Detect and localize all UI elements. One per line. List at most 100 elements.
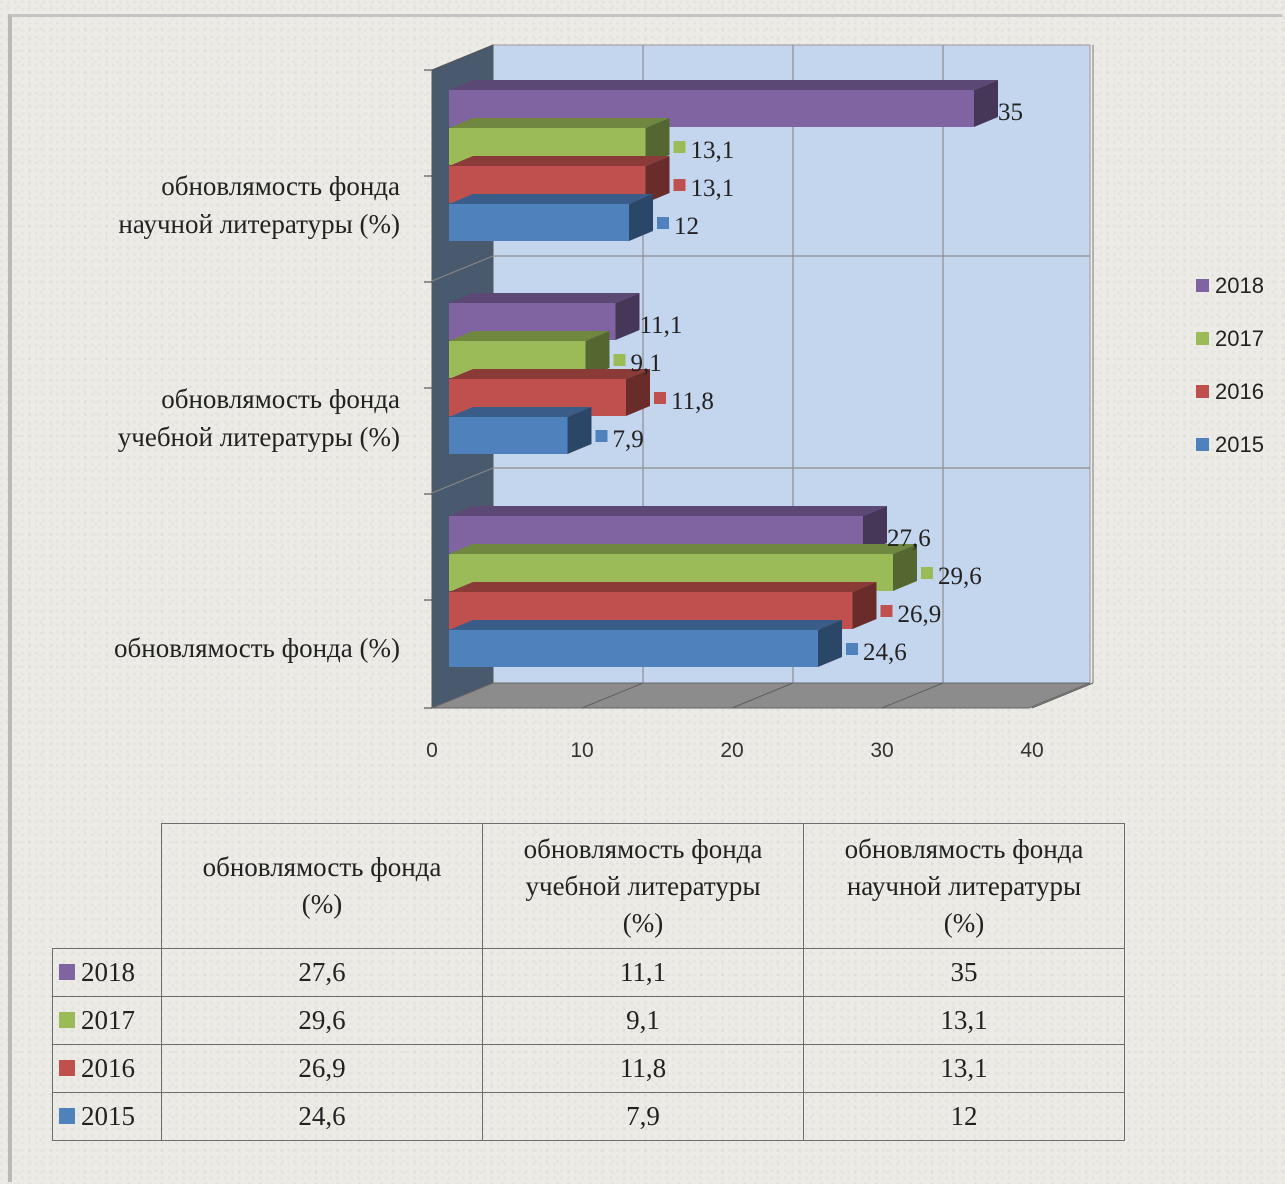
table-cell: 26,9 [161,1044,483,1093]
floor-grid-line [1031,682,1094,709]
data-label: 13,1 [691,137,735,164]
table-header-line: (%) [622,907,664,938]
legend-key-swatch [59,1059,75,1076]
data-label-key [613,354,626,366]
table-cell: 13,1 [803,1044,1125,1093]
x-tick-label: 30 [870,739,893,762]
legend-entry: 2018 [1215,273,1264,298]
bar-chart: 35 13,1 13,1 12 11,1 9,1 11,8 7,9 27,6 29,6 26,9 24… [114,44,1264,762]
data-label-key [673,141,686,153]
x-tick-label: 10 [570,739,593,762]
table-header-line: научной литературы [846,870,1082,901]
table-row: 2017 29,6 9,1 13,1 [52,996,1125,1045]
category-labels: обновлямость фонда научной литературы (%)… [114,171,400,663]
table-row-header: 2015 [52,1092,162,1141]
bar-end [629,194,653,241]
table-header-line: обновлямость фонда [844,833,1084,864]
category-label: обновлямость фонда [161,171,400,201]
legend-key-swatch [59,963,75,980]
legend-entry: 2016 [1215,379,1264,404]
table-cell: 27,6 [161,948,483,997]
data-labels: 35 13,1 13,1 12 11,1 9,1 11,8 7,9 27,6 29,6 26,9 24… [595,99,1023,666]
bar [449,620,842,667]
data-label-key [673,179,686,191]
bar-end [852,582,877,629]
table-row-header: 2016 [52,1044,162,1093]
bar-top [449,156,670,166]
data-label: 27,6 [887,525,931,552]
data-label: 7,9 [613,426,644,453]
table-row: 2018 27,6 11,1 35 [52,948,1125,997]
side-grid-line [431,255,494,282]
floor-grid-line [731,682,794,709]
table-header-line: обновлямость фонда [523,833,763,864]
data-label: 11,1 [640,312,683,339]
table-cell: 29,6 [161,996,483,1045]
table-header-line: обновлямость фонда [202,852,442,882]
bar-end [645,118,670,165]
category-label: научной литературы (%) [118,209,400,239]
bar-top [449,194,653,204]
bar-front [449,204,629,241]
bar-front [449,417,568,454]
row-year: 2016 [81,1053,135,1083]
category-label: обновлямость фонда [161,384,400,414]
data-label-key [846,643,858,655]
table-cell: 7,9 [482,1092,804,1141]
data-label: 35 [998,99,1023,126]
data-label: 24,6 [863,639,907,666]
floor [431,682,1091,709]
table-header-row: обновлямость фонда (%) обновлямость фонда у… [52,823,1125,949]
legend-entry: 2015 [1215,432,1264,457]
floor-grid-line [581,682,644,709]
data-label: 12 [674,213,699,240]
bar-end [567,407,592,454]
side-grid-line [431,467,494,494]
bar-end [645,156,670,203]
table-cell: 35 [803,948,1125,997]
bar-top [449,620,842,630]
bar-end [585,331,610,378]
chart-frame [8,14,1282,1182]
grid-lines [424,45,1094,709]
bar-top [449,369,650,379]
table-corner [52,823,162,949]
bar-top [449,293,640,303]
legend-key-swatch [59,1107,75,1124]
table-row: 2015 24,6 7,9 12 [52,1092,1125,1141]
table-column-header: обновлямость фонда (%) [161,823,483,949]
data-label-key [657,217,669,229]
x-tick-label: 20 [720,739,743,762]
legend-entry: 2017 [1215,326,1264,351]
data-label: 13,1 [691,175,735,202]
bar-end [863,506,887,553]
row-year: 2017 [81,1005,135,1035]
table-cell: 13,1 [803,996,1125,1045]
bar-top [449,407,592,417]
bar-top [449,582,877,592]
bar [449,407,592,454]
table-header-line: (%) [943,907,985,938]
table-column-header: обновлямость фонда научной литературы (%) [803,823,1125,949]
legend-swatch [1196,279,1209,292]
table-row-header: 2017 [52,996,162,1045]
bar-top [449,331,610,341]
legend: 2018 2017 2016 2015 [1196,273,1264,457]
data-label: 11,8 [671,388,714,415]
table-header-line: учебной литературы [525,870,761,901]
table-cell: 24,6 [161,1092,483,1141]
data-label-key [921,567,933,579]
bar-end [626,369,650,416]
table-row: 2016 26,9 11,8 13,1 [52,1044,1125,1093]
row-year: 2015 [81,1101,135,1131]
data-label-key [595,430,608,442]
bar [449,194,653,241]
table-cell: 11,1 [482,948,804,997]
legend-swatch [1196,332,1209,345]
bar-end [818,620,842,667]
data-label: 9,1 [631,350,662,377]
table-cell: 9,1 [482,996,804,1045]
legend-swatch [1196,385,1209,398]
category-label: обновлямость фонда (%) [114,633,400,663]
table-cell: 11,8 [482,1044,804,1093]
